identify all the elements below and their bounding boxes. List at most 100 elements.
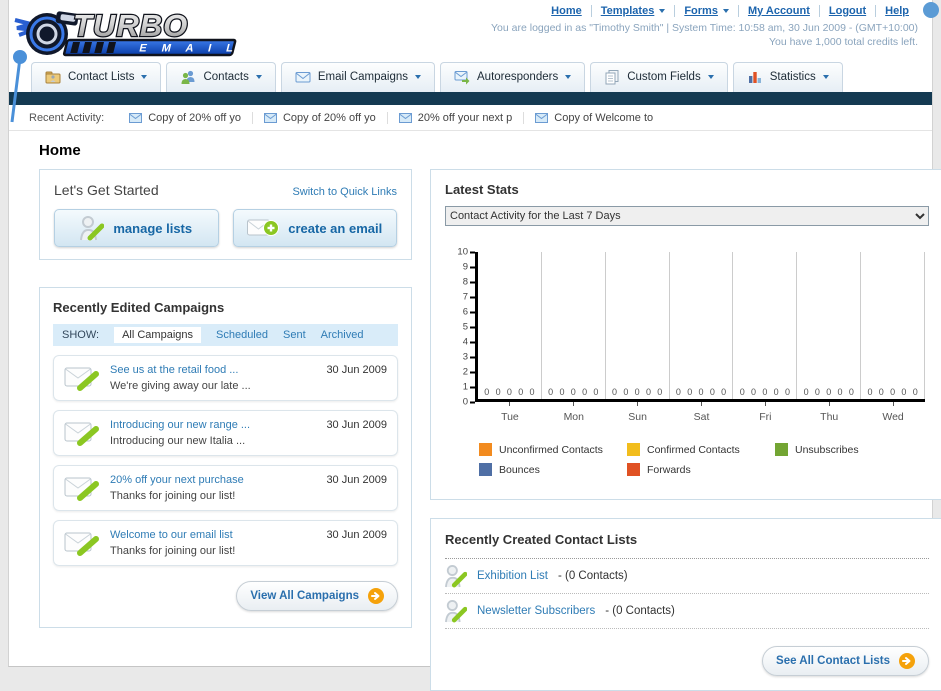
custom-fields-icon [605, 70, 619, 85]
top-link-forms[interactable]: Forms [674, 5, 738, 17]
campaign-subtitle: Thanks for joining our list! [110, 545, 236, 557]
y-tick-label: 5 [462, 321, 468, 333]
x-tick-label: Sat [693, 411, 710, 423]
latest-stats-panel: Latest Stats Contact Activity for the La… [430, 169, 941, 500]
tab-statistics[interactable]: Statistics [732, 62, 843, 92]
legend-label: Unsubscribes [795, 443, 859, 456]
turbo-email-logo: TURBO E M A I L [14, 7, 240, 57]
campaign-title-link[interactable]: See us at the retail food ... [110, 364, 239, 376]
value-label: 0 [762, 387, 768, 397]
arrow-right-icon [368, 588, 384, 604]
top-link-logout[interactable]: Logout [818, 5, 875, 17]
envelope-add-icon [247, 219, 280, 236]
top-link-my-account[interactable]: My Account [737, 5, 819, 17]
legend-label: Bounces [499, 463, 540, 476]
contact-lists-title: Recently Created Contact Lists [445, 532, 638, 547]
campaign-title-link[interactable]: 20% off your next purchase [110, 474, 244, 486]
y-tick-label: 7 [462, 291, 468, 303]
chevron-down-icon [822, 75, 829, 79]
create-email-button[interactable]: create an email [232, 209, 397, 247]
envelope-edit-icon [64, 367, 99, 391]
campaign-title-link[interactable]: Welcome to our email list [110, 529, 233, 541]
top-link-templates[interactable]: Templates [590, 5, 675, 17]
campaign-row[interactable]: 20% off your next purchase Thanks for jo… [53, 465, 398, 511]
chevron-down-icon [255, 75, 262, 79]
y-tick: 4 [463, 337, 475, 348]
filter-archived[interactable]: Archived [320, 329, 364, 341]
campaign-row[interactable]: See us at the retail food ... We're givi… [53, 355, 398, 401]
contact-list-row[interactable]: Newsletter Subscribers - (0 Contacts) [445, 594, 929, 629]
top-link-help[interactable]: Help [875, 5, 918, 17]
envelope-icon [129, 112, 143, 123]
value-label: 0 [901, 387, 907, 397]
contact-list-row[interactable]: Exhibition List - (0 Contacts) [445, 559, 929, 594]
y-tick: 6 [463, 307, 475, 318]
top-link-home[interactable]: Home [542, 5, 591, 17]
contact-list-name-link[interactable]: Exhibition List [477, 570, 548, 582]
see-all-contact-lists-button[interactable]: See All Contact Lists [762, 646, 929, 676]
x-tick-label: Fri [759, 411, 772, 423]
y-tick-label: 3 [462, 351, 468, 363]
help-bubble-icon[interactable] [923, 2, 939, 18]
view-all-campaigns-button[interactable]: View All Campaigns [236, 581, 398, 611]
value-label: 0 [709, 387, 715, 397]
session-status: You are logged in as "Timothy Smith" | S… [491, 22, 918, 50]
y-tick: 2 [463, 367, 475, 378]
recent-activity-label: Recent Activity: [29, 111, 105, 124]
tab-autoresponders[interactable]: Autoresponders [440, 62, 586, 92]
campaign-row[interactable]: Welcome to our email list Thanks for joi… [53, 520, 398, 566]
filter-sent[interactable]: Sent [283, 329, 306, 341]
tab-email-campaigns[interactable]: Email Campaigns [280, 62, 435, 92]
x-tick-label: Sun [628, 411, 647, 423]
recent-activity-item[interactable]: 20% off your next p [388, 111, 525, 124]
value-label: 0 [634, 387, 640, 397]
recent-activity-text: Copy of Welcome to [554, 111, 654, 124]
value-label: 0 [867, 387, 873, 397]
page-title: Home [39, 142, 81, 159]
value-label: 0 [675, 387, 681, 397]
switch-quick-links[interactable]: Switch to Quick Links [292, 186, 397, 198]
stats-period-select[interactable]: Contact Activity for the Last 7 Days [445, 206, 929, 226]
envelope-edit-icon [64, 532, 99, 556]
legend-item: Confirmed Contacts [627, 443, 775, 456]
tab-contact-lists[interactable]: Contact Lists [31, 62, 162, 92]
recent-activity-item[interactable]: Copy of 20% off yo [118, 111, 253, 124]
button-label: See All Contact Lists [776, 655, 890, 667]
recent-activity-item[interactable]: Copy of 20% off yo [253, 111, 388, 124]
x-tick-label: Tue [501, 411, 519, 423]
x-tick-mark [637, 402, 639, 406]
legend-label: Confirmed Contacts [647, 443, 740, 456]
link-label: My Account [747, 5, 810, 17]
legend-swatch [479, 443, 492, 456]
legend-item: Unsubscribes [775, 443, 923, 456]
link-label: Forms [684, 5, 718, 17]
campaign-filter-bar: SHOW: All Campaigns Scheduled Sent Archi… [53, 324, 398, 346]
manage-lists-button[interactable]: manage lists [54, 209, 219, 247]
campaign-row[interactable]: Introducing our new range ... Introducin… [53, 410, 398, 456]
y-tick-mark [470, 251, 475, 253]
x-tick: Sat [670, 402, 734, 425]
tab-contacts[interactable]: Contacts [166, 62, 276, 92]
recent-activity-item[interactable]: Copy of Welcome to [524, 112, 664, 124]
campaign-title-link[interactable]: Introducing our new range ... [110, 419, 251, 431]
value-label: 0 [559, 387, 565, 397]
filter-all-campaigns[interactable]: All Campaigns [114, 327, 201, 343]
value-label: 0 [784, 387, 790, 397]
tab-custom-fields[interactable]: Custom Fields [590, 62, 728, 92]
chart-legend: Unconfirmed Contacts Confirmed Contacts Un… [479, 443, 929, 483]
campaign-date: 30 Jun 2009 [326, 419, 387, 431]
contact-list-name-link[interactable]: Newsletter Subscribers [477, 605, 596, 617]
link-label: Help [885, 5, 909, 17]
value-label: 0 [721, 387, 727, 397]
value-label: 0 [484, 387, 490, 397]
filter-scheduled[interactable]: Scheduled [216, 329, 268, 341]
button-label: View All Campaigns [250, 590, 359, 602]
value-label: 0 [657, 387, 663, 397]
